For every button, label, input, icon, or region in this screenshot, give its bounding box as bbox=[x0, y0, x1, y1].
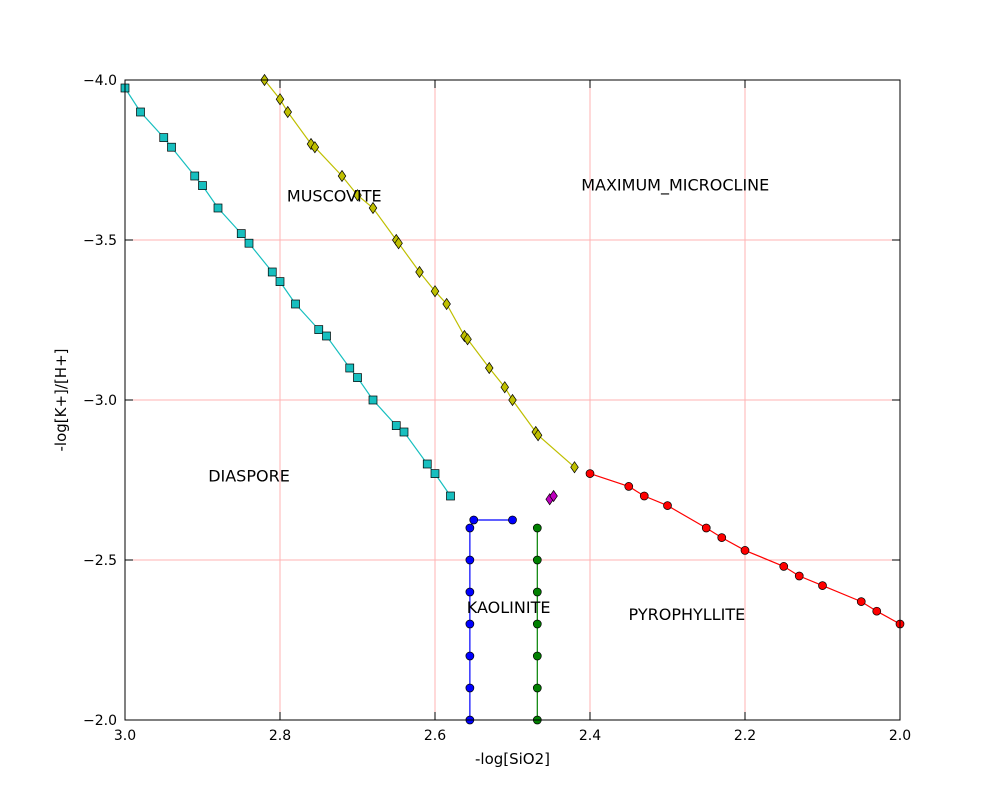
data-point bbox=[639, 491, 649, 501]
data-point bbox=[442, 297, 451, 311]
region-label: MAXIMUM_MICROCLINE bbox=[581, 175, 769, 195]
data-point bbox=[532, 587, 542, 597]
data-point bbox=[353, 373, 362, 382]
data-point bbox=[446, 491, 455, 501]
data-series bbox=[532, 523, 542, 725]
data-point bbox=[213, 203, 223, 213]
data-point bbox=[337, 169, 347, 183]
data-point bbox=[500, 381, 509, 394]
data-point bbox=[430, 285, 440, 298]
data-point bbox=[465, 555, 475, 565]
y-tick-label: −3.0 bbox=[83, 393, 117, 409]
data-point bbox=[469, 515, 479, 525]
region-label: MUSCOVITE bbox=[287, 187, 382, 206]
data-point bbox=[465, 619, 475, 629]
data-point bbox=[856, 597, 866, 606]
data-point bbox=[465, 587, 475, 597]
data-series bbox=[585, 469, 905, 629]
y-tick-label: −2.5 bbox=[83, 553, 117, 569]
data-point bbox=[701, 523, 711, 533]
data-point bbox=[532, 619, 542, 629]
data-point bbox=[463, 333, 472, 346]
axis-ticks: 3.0 2.8 2.6 2.4 2.2 2.0 −4.0 −3.5 −3.0 −2.5 −2.0 bbox=[83, 73, 911, 744]
data-point bbox=[198, 181, 207, 190]
data-series bbox=[465, 515, 517, 725]
data-point bbox=[585, 469, 595, 478]
data-point bbox=[345, 363, 355, 373]
data-point bbox=[794, 571, 804, 581]
region-label: PYROPHYLLITE bbox=[629, 605, 746, 624]
data-point bbox=[283, 105, 292, 119]
y-tick-label: −2.0 bbox=[83, 713, 117, 729]
data-series bbox=[260, 73, 579, 474]
data-point bbox=[533, 429, 543, 442]
data-point bbox=[624, 482, 634, 491]
data-point bbox=[368, 201, 378, 215]
data-point bbox=[532, 683, 542, 693]
x-tick-label: 2.6 bbox=[424, 728, 446, 744]
data-point bbox=[353, 189, 362, 202]
data-point bbox=[508, 393, 517, 407]
data-point bbox=[291, 299, 300, 309]
data-point bbox=[310, 141, 320, 154]
data-point bbox=[167, 142, 176, 152]
x-tick-label: 3.0 bbox=[114, 728, 136, 744]
x-axis-label: -log[SiO2] bbox=[475, 750, 550, 768]
data-point bbox=[275, 93, 285, 106]
data-point bbox=[275, 277, 285, 286]
data-point bbox=[570, 461, 579, 474]
data-point bbox=[740, 546, 750, 555]
data-point bbox=[430, 469, 440, 478]
data-series bbox=[120, 83, 455, 501]
data-point bbox=[190, 171, 200, 181]
series-layer bbox=[120, 73, 905, 725]
data-point bbox=[368, 395, 378, 405]
data-point bbox=[244, 238, 254, 248]
data-point bbox=[399, 427, 409, 437]
data-point bbox=[465, 683, 475, 693]
region-labels: MUSCOVITE MAXIMUM_MICROCLINE DIASPORE KAOLI… bbox=[208, 175, 769, 624]
region-label: DIASPORE bbox=[208, 467, 290, 486]
data-point bbox=[465, 651, 475, 661]
data-point bbox=[508, 515, 517, 525]
y-tick-label: −4.0 bbox=[83, 73, 117, 89]
y-tick-label: −3.5 bbox=[83, 233, 117, 249]
data-point bbox=[549, 489, 558, 503]
data-point bbox=[485, 361, 494, 375]
data-point bbox=[159, 133, 169, 142]
data-point bbox=[391, 421, 401, 430]
data-point bbox=[322, 331, 331, 341]
data-point bbox=[818, 581, 827, 590]
data-point bbox=[136, 107, 145, 117]
data-point bbox=[415, 265, 424, 279]
data-point bbox=[779, 562, 789, 571]
data-point bbox=[663, 501, 672, 510]
data-point bbox=[872, 606, 882, 616]
data-point bbox=[236, 229, 246, 238]
x-tick-label: 2.2 bbox=[734, 728, 756, 744]
region-label: KAOLINITE bbox=[467, 598, 551, 617]
data-point bbox=[394, 237, 403, 250]
data-point bbox=[532, 523, 542, 533]
data-point bbox=[422, 459, 432, 469]
y-axis-label: -log[K+]/[H+] bbox=[52, 349, 70, 452]
data-series bbox=[545, 489, 558, 506]
data-point bbox=[314, 325, 324, 334]
data-point bbox=[465, 523, 475, 533]
x-tick-label: 2.4 bbox=[579, 728, 601, 744]
data-point bbox=[532, 555, 542, 565]
data-point bbox=[532, 651, 542, 661]
data-point bbox=[717, 533, 727, 542]
data-point bbox=[267, 267, 277, 277]
x-tick-label: 2.8 bbox=[269, 728, 291, 744]
x-tick-label: 2.0 bbox=[889, 728, 911, 744]
